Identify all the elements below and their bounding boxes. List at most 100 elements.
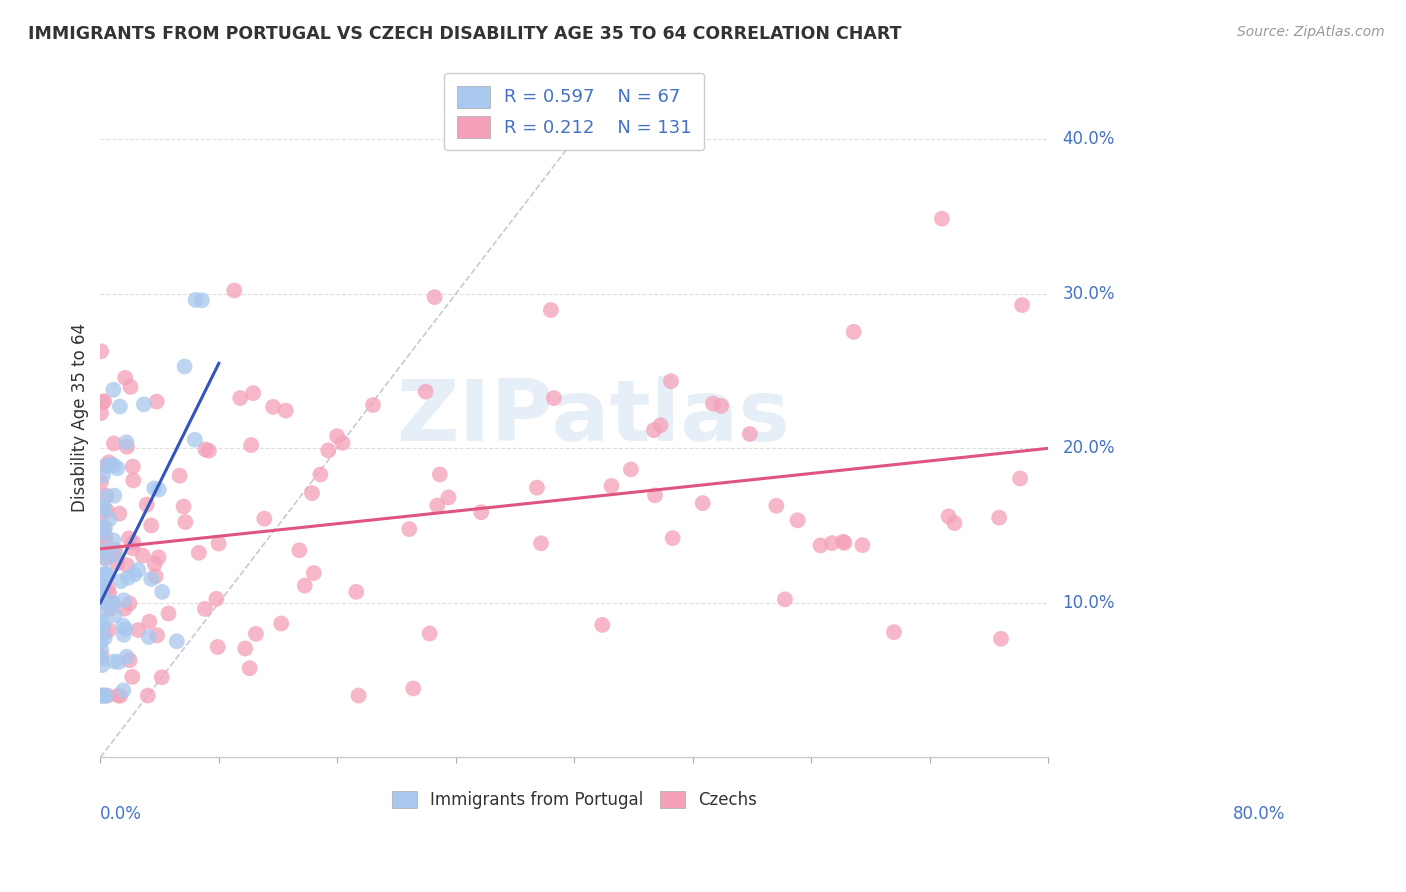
Point <box>105 461 128 475</box>
Point <box>526 481 548 495</box>
Point <box>105 556 128 570</box>
Point <box>89 689 111 703</box>
Point <box>90 521 112 535</box>
Point <box>143 481 166 495</box>
Point <box>98 599 121 613</box>
Point <box>194 442 217 457</box>
Point <box>94 689 117 703</box>
Point <box>103 608 125 623</box>
Point <box>89 580 111 594</box>
Point <box>122 535 145 549</box>
Point <box>692 496 714 510</box>
Point <box>115 440 138 454</box>
Point <box>402 681 425 696</box>
Point <box>97 623 120 637</box>
Point <box>97 455 120 469</box>
Point <box>270 616 292 631</box>
Point <box>591 618 613 632</box>
Point <box>851 538 873 552</box>
Point <box>94 528 117 542</box>
Point <box>94 459 117 474</box>
Text: 40.0%: 40.0% <box>1063 130 1115 148</box>
Point <box>132 549 155 563</box>
Point <box>207 640 229 654</box>
Point <box>104 542 127 557</box>
Point <box>650 418 672 433</box>
Point <box>157 607 180 621</box>
Point <box>398 522 420 536</box>
Point <box>262 400 284 414</box>
Point <box>184 293 207 307</box>
Point <box>169 468 191 483</box>
Point <box>107 689 129 703</box>
Point <box>108 400 131 414</box>
Point <box>415 384 437 399</box>
Point <box>205 591 228 606</box>
Point <box>122 474 145 488</box>
Text: 80.0%: 80.0% <box>1233 805 1285 823</box>
Y-axis label: Disability Age 35 to 64: Disability Age 35 to 64 <box>72 323 89 512</box>
Point <box>94 490 117 504</box>
Point <box>91 506 114 520</box>
Point <box>426 499 449 513</box>
Point <box>90 643 112 657</box>
Point <box>821 536 844 550</box>
Point <box>931 211 953 226</box>
Point <box>233 641 256 656</box>
Point <box>207 536 229 550</box>
Point <box>127 623 149 637</box>
Point <box>429 467 451 482</box>
Point <box>91 500 114 515</box>
Point <box>224 284 246 298</box>
Point <box>773 592 796 607</box>
Point <box>121 459 143 474</box>
Point <box>138 615 160 629</box>
Point <box>309 467 332 482</box>
Point <box>91 619 114 633</box>
Point <box>423 290 446 304</box>
Point <box>90 586 112 600</box>
Point <box>93 627 115 641</box>
Point <box>96 689 118 703</box>
Point <box>643 423 665 437</box>
Point <box>229 391 252 405</box>
Point <box>332 435 354 450</box>
Point <box>174 515 197 529</box>
Legend: Immigrants from Portugal, Czechs: Immigrants from Portugal, Czechs <box>384 782 765 817</box>
Point <box>702 396 724 410</box>
Point <box>101 596 124 610</box>
Point <box>710 399 733 413</box>
Point <box>1010 471 1032 485</box>
Point <box>98 547 121 561</box>
Point <box>94 566 117 581</box>
Point <box>141 518 163 533</box>
Point <box>118 653 141 667</box>
Point <box>124 567 146 582</box>
Point <box>112 683 135 698</box>
Point <box>738 427 761 442</box>
Point <box>135 498 157 512</box>
Point <box>842 325 865 339</box>
Point <box>419 626 441 640</box>
Point <box>132 397 155 411</box>
Point <box>93 550 115 565</box>
Point <box>93 520 115 534</box>
Point <box>810 538 832 552</box>
Point <box>240 438 263 452</box>
Point <box>103 548 125 562</box>
Point <box>94 566 117 581</box>
Point <box>437 491 460 505</box>
Point <box>301 486 323 500</box>
Point <box>94 458 117 473</box>
Point <box>93 394 115 409</box>
Point <box>150 585 173 599</box>
Point <box>120 380 142 394</box>
Point <box>94 551 117 566</box>
Point <box>166 634 188 648</box>
Point <box>659 374 682 388</box>
Point <box>115 558 138 573</box>
Point <box>302 566 325 580</box>
Text: 0.0%: 0.0% <box>100 805 142 823</box>
Point <box>96 489 118 503</box>
Point <box>121 670 143 684</box>
